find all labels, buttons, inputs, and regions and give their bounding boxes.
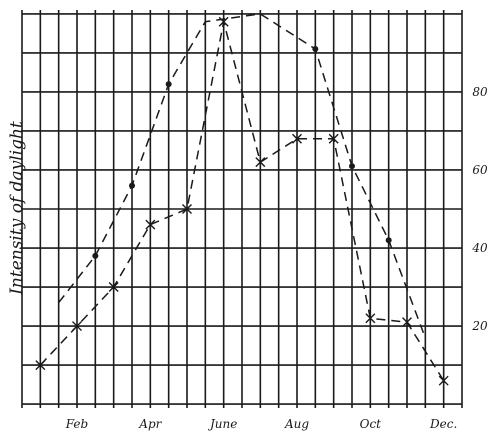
series-2-point [72, 321, 82, 332]
chart-series [35, 13, 449, 386]
y-tick-label: 20 [471, 319, 488, 333]
series-2-point [365, 313, 376, 324]
x-tick-label: June [207, 417, 237, 431]
x-tick-label: Feb [65, 417, 88, 431]
series-2-point [218, 16, 229, 27]
series-2-point [328, 133, 339, 144]
series-2-point [438, 375, 449, 386]
series-2-point [145, 219, 156, 230]
y-tick-label: 40 [471, 241, 488, 255]
series-2-point [108, 282, 119, 293]
series-2-point [35, 360, 46, 371]
y-axis-label: Intensity of daylight [7, 121, 27, 296]
series-2-point [255, 157, 266, 168]
series-1-point [165, 81, 172, 88]
x-tick-label: Aug [284, 417, 309, 431]
x-axis-tick-labels: Feb Apr June Aug Oct Dec. [65, 417, 458, 431]
x-tick-label: Oct [360, 417, 382, 431]
series-1-point [92, 252, 99, 259]
chart-grid [21, 10, 463, 408]
x-tick-label: Dec. [429, 417, 457, 431]
series-1-line [58, 13, 427, 339]
series-1-point [385, 237, 392, 244]
series-1-point [349, 163, 355, 170]
series-2-point [402, 317, 412, 328]
y-axis-tick-labels: 20 40 60 80 [471, 85, 488, 333]
series-2-line [39, 21, 445, 382]
x-tick-label: Apr [138, 417, 162, 431]
y-tick-label: 60 [472, 163, 488, 177]
y-tick-label: 80 [472, 85, 488, 99]
series-1-point [129, 182, 135, 189]
series-1-point [312, 46, 319, 53]
series-2-point [182, 204, 192, 214]
series-2-point [292, 133, 302, 144]
